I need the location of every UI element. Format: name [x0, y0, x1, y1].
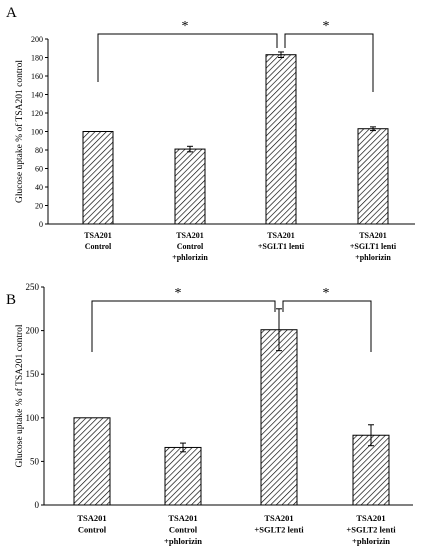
category-label: Control: [177, 242, 204, 251]
y-tick-label: 200: [31, 35, 43, 44]
y-tick-label: 150: [26, 369, 40, 379]
bar: [174, 148, 206, 225]
category-label: +phlorizin: [172, 253, 208, 262]
category-label: TSA201: [176, 231, 204, 240]
y-tick-label: 50: [30, 456, 40, 466]
y-tick-label: 40: [35, 183, 43, 192]
significance-star: *: [323, 19, 330, 34]
category-label: +SGLT1 lenti: [350, 242, 397, 251]
significance-star: *: [182, 19, 189, 34]
y-tick-label: 160: [31, 72, 43, 81]
category-label: Control: [78, 525, 107, 535]
y-tick-label: 200: [26, 326, 40, 336]
significance-bracket: [284, 33, 374, 92]
y-tick-label: 100: [31, 128, 43, 137]
bar: [357, 128, 389, 225]
y-tick-label: 140: [31, 91, 43, 100]
category-label: TSA201: [356, 513, 385, 523]
y-axis-label: Glucose uptake % of TSA201 control: [14, 60, 25, 203]
significance-star: *: [323, 286, 330, 301]
category-label: TSA201: [168, 513, 197, 523]
panel-label: A: [6, 5, 17, 21]
bar: [352, 434, 390, 506]
y-tick-label: 180: [31, 54, 43, 63]
chart-panel-a: A 0 20 40 60 80 100 120 140 160 180 200 Glucose upta…: [6, 5, 415, 262]
bar: [164, 446, 202, 506]
category-label: Control: [169, 525, 198, 535]
category-label: TSA201: [84, 231, 112, 240]
significance-star: *: [175, 286, 182, 301]
category-label: +phlorizin: [164, 536, 202, 546]
y-tick-label: 80: [35, 146, 43, 155]
y-tick-label: 60: [35, 165, 43, 174]
category-label: +phlorizin: [355, 253, 391, 262]
y-axis-label: Glucose uptake % of TSA201 control: [14, 324, 25, 467]
y-tick-label: 120: [31, 109, 43, 118]
bar: [260, 329, 298, 506]
bar: [82, 131, 114, 225]
category-label: TSA201: [77, 513, 106, 523]
category-label: TSA201: [359, 231, 387, 240]
y-tick-label: 250: [26, 282, 40, 292]
significance-bracket: [97, 33, 278, 82]
category-label: +SGLT2 lenti: [346, 525, 396, 535]
y-tick-label: 0: [35, 500, 40, 510]
chart-panel-b: B 0 50 100 150 200 250 Glucose uptake % of TSA2…: [6, 282, 413, 546]
category-label: TSA201: [267, 231, 295, 240]
category-label: Control: [85, 242, 112, 251]
significance-bracket: [282, 300, 372, 352]
bar: [265, 54, 297, 225]
y-tick-label: 20: [35, 202, 43, 211]
y-tick-label: 0: [39, 220, 43, 229]
significance-bracket: [91, 300, 276, 352]
category-label: +SGLT2 lenti: [254, 525, 304, 535]
panel-label: B: [6, 292, 16, 308]
category-label: TSA201: [264, 513, 293, 523]
category-label: +SGLT1 lenti: [258, 242, 305, 251]
bar: [73, 417, 111, 506]
y-tick-label: 100: [26, 413, 40, 423]
category-label: +phlorizin: [352, 536, 390, 546]
